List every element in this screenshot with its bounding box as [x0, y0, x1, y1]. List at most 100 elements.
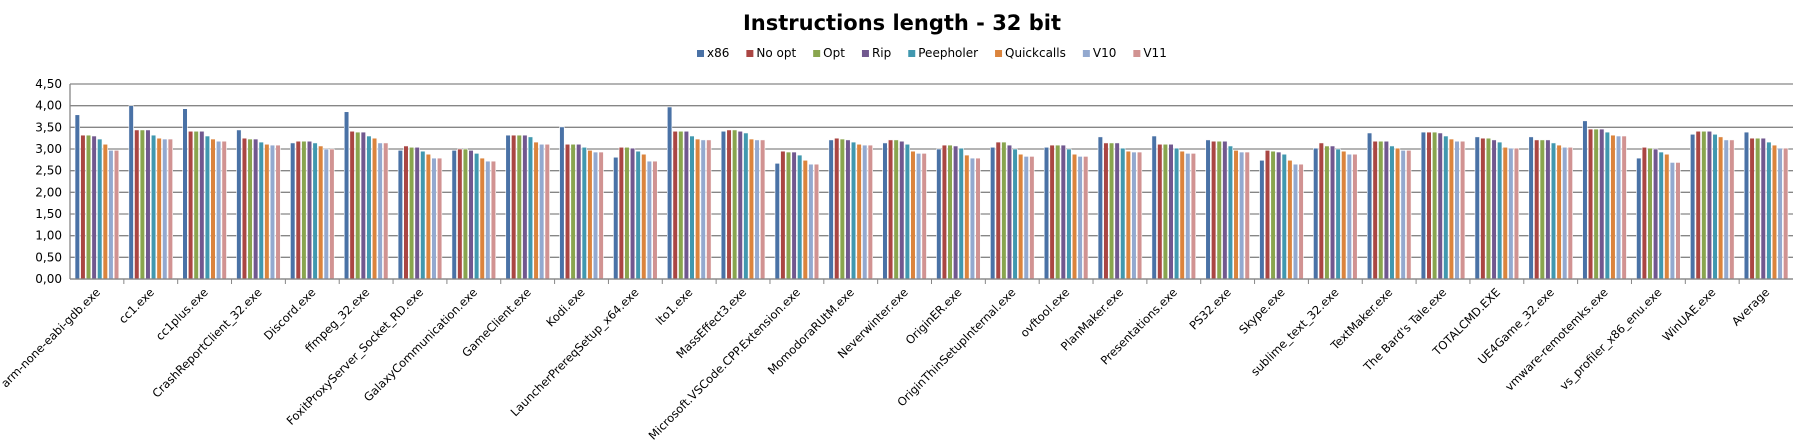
bar-x86	[505, 134, 511, 280]
bar-opt	[1108, 142, 1115, 280]
bar-rip	[629, 147, 636, 280]
bar-peepholer	[1550, 142, 1557, 280]
bar-rip	[199, 130, 205, 280]
bar-opt	[1001, 141, 1007, 280]
bar-no-opt	[1749, 137, 1755, 280]
x-tick-label: GalaxyCommunication.exe	[361, 285, 480, 404]
bar-no-opt	[1318, 142, 1324, 280]
bar-v11	[1406, 150, 1412, 280]
bar-v11	[1244, 151, 1250, 280]
legend-label: Opt	[823, 46, 845, 60]
bar-quickcalls	[587, 150, 593, 280]
bar-opt	[839, 138, 845, 280]
bar-x86	[1205, 139, 1211, 280]
bar-rip	[1060, 144, 1066, 280]
bar-quickcalls	[210, 138, 216, 280]
bar-peepholer	[635, 150, 641, 280]
x-tick-label: vs_profiler_x86_enu.exe	[1557, 285, 1665, 393]
bar-no-opt	[1372, 140, 1378, 280]
bar-opt	[1701, 130, 1707, 280]
bar-no-opt	[1211, 140, 1217, 280]
bar-quickcalls	[264, 143, 270, 280]
bar-v11	[760, 139, 766, 280]
bar-x86	[236, 129, 242, 280]
bar-x86	[397, 150, 403, 280]
bar-rip	[360, 131, 366, 280]
bar-peepholer	[1227, 145, 1234, 280]
bar-opt	[1324, 145, 1330, 280]
bar-quickcalls	[964, 154, 970, 280]
bar-v11	[1460, 140, 1466, 280]
bar-peepholer	[1173, 147, 1180, 280]
bar-opt	[1055, 144, 1061, 280]
legend-swatch	[995, 50, 1003, 57]
bar-v11	[1029, 156, 1035, 280]
bar-v10	[1131, 151, 1137, 280]
y-tick-label: 2,50	[35, 164, 62, 178]
bar-no-opt	[188, 130, 194, 280]
bar-v10	[323, 148, 329, 280]
bar-v11	[1298, 163, 1304, 280]
bar-v10	[1615, 135, 1622, 280]
bar-quickcalls	[371, 137, 378, 280]
bar-v11	[921, 153, 927, 280]
bar-x86	[128, 105, 134, 280]
bar-v10	[269, 144, 276, 280]
bar-rip	[683, 130, 690, 280]
bar-peepholer	[150, 134, 157, 280]
bar-opt	[1647, 147, 1653, 280]
bar-no-opt	[1103, 142, 1109, 280]
bar-rip	[1168, 143, 1174, 280]
bar-quickcalls	[1502, 146, 1508, 280]
bar-x86	[290, 142, 296, 280]
bar-opt	[1216, 140, 1222, 280]
bar-v10	[377, 142, 383, 280]
bar-quickcalls	[1179, 150, 1185, 280]
bar-peepholer	[1658, 151, 1664, 280]
bar-x86	[1097, 136, 1103, 280]
bar-v10	[485, 160, 491, 280]
bar-v10	[915, 153, 922, 280]
legend-label: x86	[707, 46, 729, 60]
bar-v10	[592, 151, 599, 280]
bar-rip	[1276, 151, 1282, 280]
bar-v11	[329, 148, 335, 280]
bar-opt	[732, 129, 738, 280]
bar-x86	[1259, 159, 1265, 280]
bar-quickcalls	[102, 143, 108, 280]
bar-v10	[1239, 151, 1245, 280]
bar-rip	[414, 146, 420, 280]
bar-v10	[1292, 163, 1299, 280]
bar-no-opt	[1534, 139, 1540, 280]
x-axis: arm-none-eabi-gdb.exe cc1.execc1plus.exeC…	[0, 278, 1793, 443]
legend: x86 No opt Opt Rip Peepholer Quickcalls V10 V11	[697, 46, 1167, 60]
bar-quickcalls	[1610, 134, 1616, 280]
bar-v11	[436, 157, 443, 280]
y-tick-label: 3,00	[35, 142, 62, 156]
bar-no-opt	[618, 146, 624, 280]
bar-v11	[113, 150, 120, 280]
x-tick-label: Skype.exe	[1236, 285, 1287, 336]
x-tick-label: PS32.exe	[1186, 285, 1233, 332]
legend-label: Rip	[872, 46, 891, 60]
bar-x86	[1743, 131, 1750, 280]
bar-opt	[1432, 131, 1438, 280]
bar-x86	[720, 130, 727, 280]
bar-opt	[355, 131, 361, 280]
bar-v10	[646, 160, 652, 280]
x-tick-label: OriginThinSetupInternal.exe	[894, 285, 1018, 409]
bar-v11	[706, 139, 712, 280]
bar-v11	[1513, 147, 1520, 280]
bar-quickcalls	[1233, 150, 1239, 280]
legend-label: Peepholer	[918, 46, 978, 60]
bar-rip	[737, 130, 743, 280]
bar-peepholer	[743, 132, 749, 280]
bar-no-opt	[511, 134, 517, 280]
bar-no-opt	[134, 129, 140, 280]
bar-v11	[490, 160, 497, 280]
bar-no-opt	[403, 145, 409, 280]
bar-no-opt	[1480, 137, 1486, 280]
bar-no-opt	[1641, 146, 1647, 280]
bar-opt	[1539, 139, 1545, 280]
